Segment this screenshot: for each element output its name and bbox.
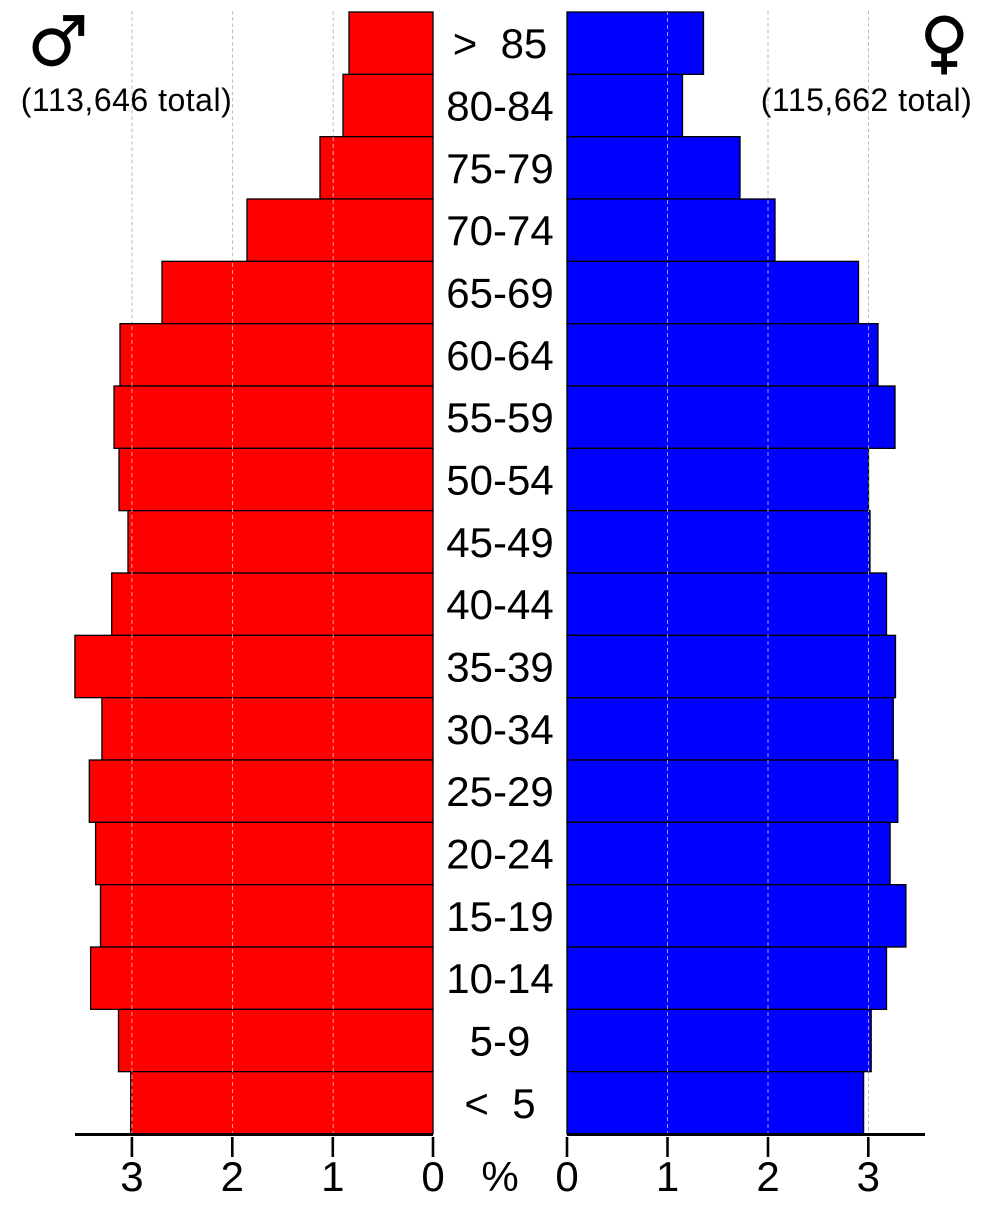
svg-text:10-14: 10-14 <box>446 955 553 1002</box>
svg-text:30-34: 30-34 <box>446 706 553 753</box>
svg-text:0: 0 <box>555 1153 578 1200</box>
svg-text:5-9: 5-9 <box>470 1018 531 1065</box>
svg-text:60-64: 60-64 <box>446 332 553 379</box>
svg-text:55-59: 55-59 <box>446 394 553 441</box>
svg-text:2: 2 <box>221 1153 244 1200</box>
svg-text:45-49: 45-49 <box>446 519 553 566</box>
svg-text:40-44: 40-44 <box>446 581 553 628</box>
svg-text:1: 1 <box>321 1153 344 1200</box>
svg-text:50-54: 50-54 <box>446 457 553 504</box>
svg-text:75-79: 75-79 <box>446 145 553 192</box>
svg-text:15-19: 15-19 <box>446 893 553 940</box>
svg-text:%: % <box>481 1153 518 1200</box>
svg-text:65-69: 65-69 <box>446 270 553 317</box>
svg-text:(113,646 total): (113,646 total) <box>21 82 232 118</box>
svg-text:35-39: 35-39 <box>446 644 553 691</box>
svg-text:(115,662 total): (115,662 total) <box>761 82 972 118</box>
svg-text:> 85: > 85 <box>453 20 548 67</box>
svg-text:0: 0 <box>421 1153 444 1200</box>
svg-text:3: 3 <box>120 1153 143 1200</box>
svg-text:< 5: < 5 <box>464 1080 535 1127</box>
svg-text:3: 3 <box>857 1153 880 1200</box>
svg-text:2: 2 <box>756 1153 779 1200</box>
svg-text:70-74: 70-74 <box>446 207 553 254</box>
svg-text:1: 1 <box>656 1153 679 1200</box>
svg-text:80-84: 80-84 <box>446 83 553 130</box>
svg-text:25-29: 25-29 <box>446 768 553 815</box>
svg-text:20-24: 20-24 <box>446 831 553 878</box>
